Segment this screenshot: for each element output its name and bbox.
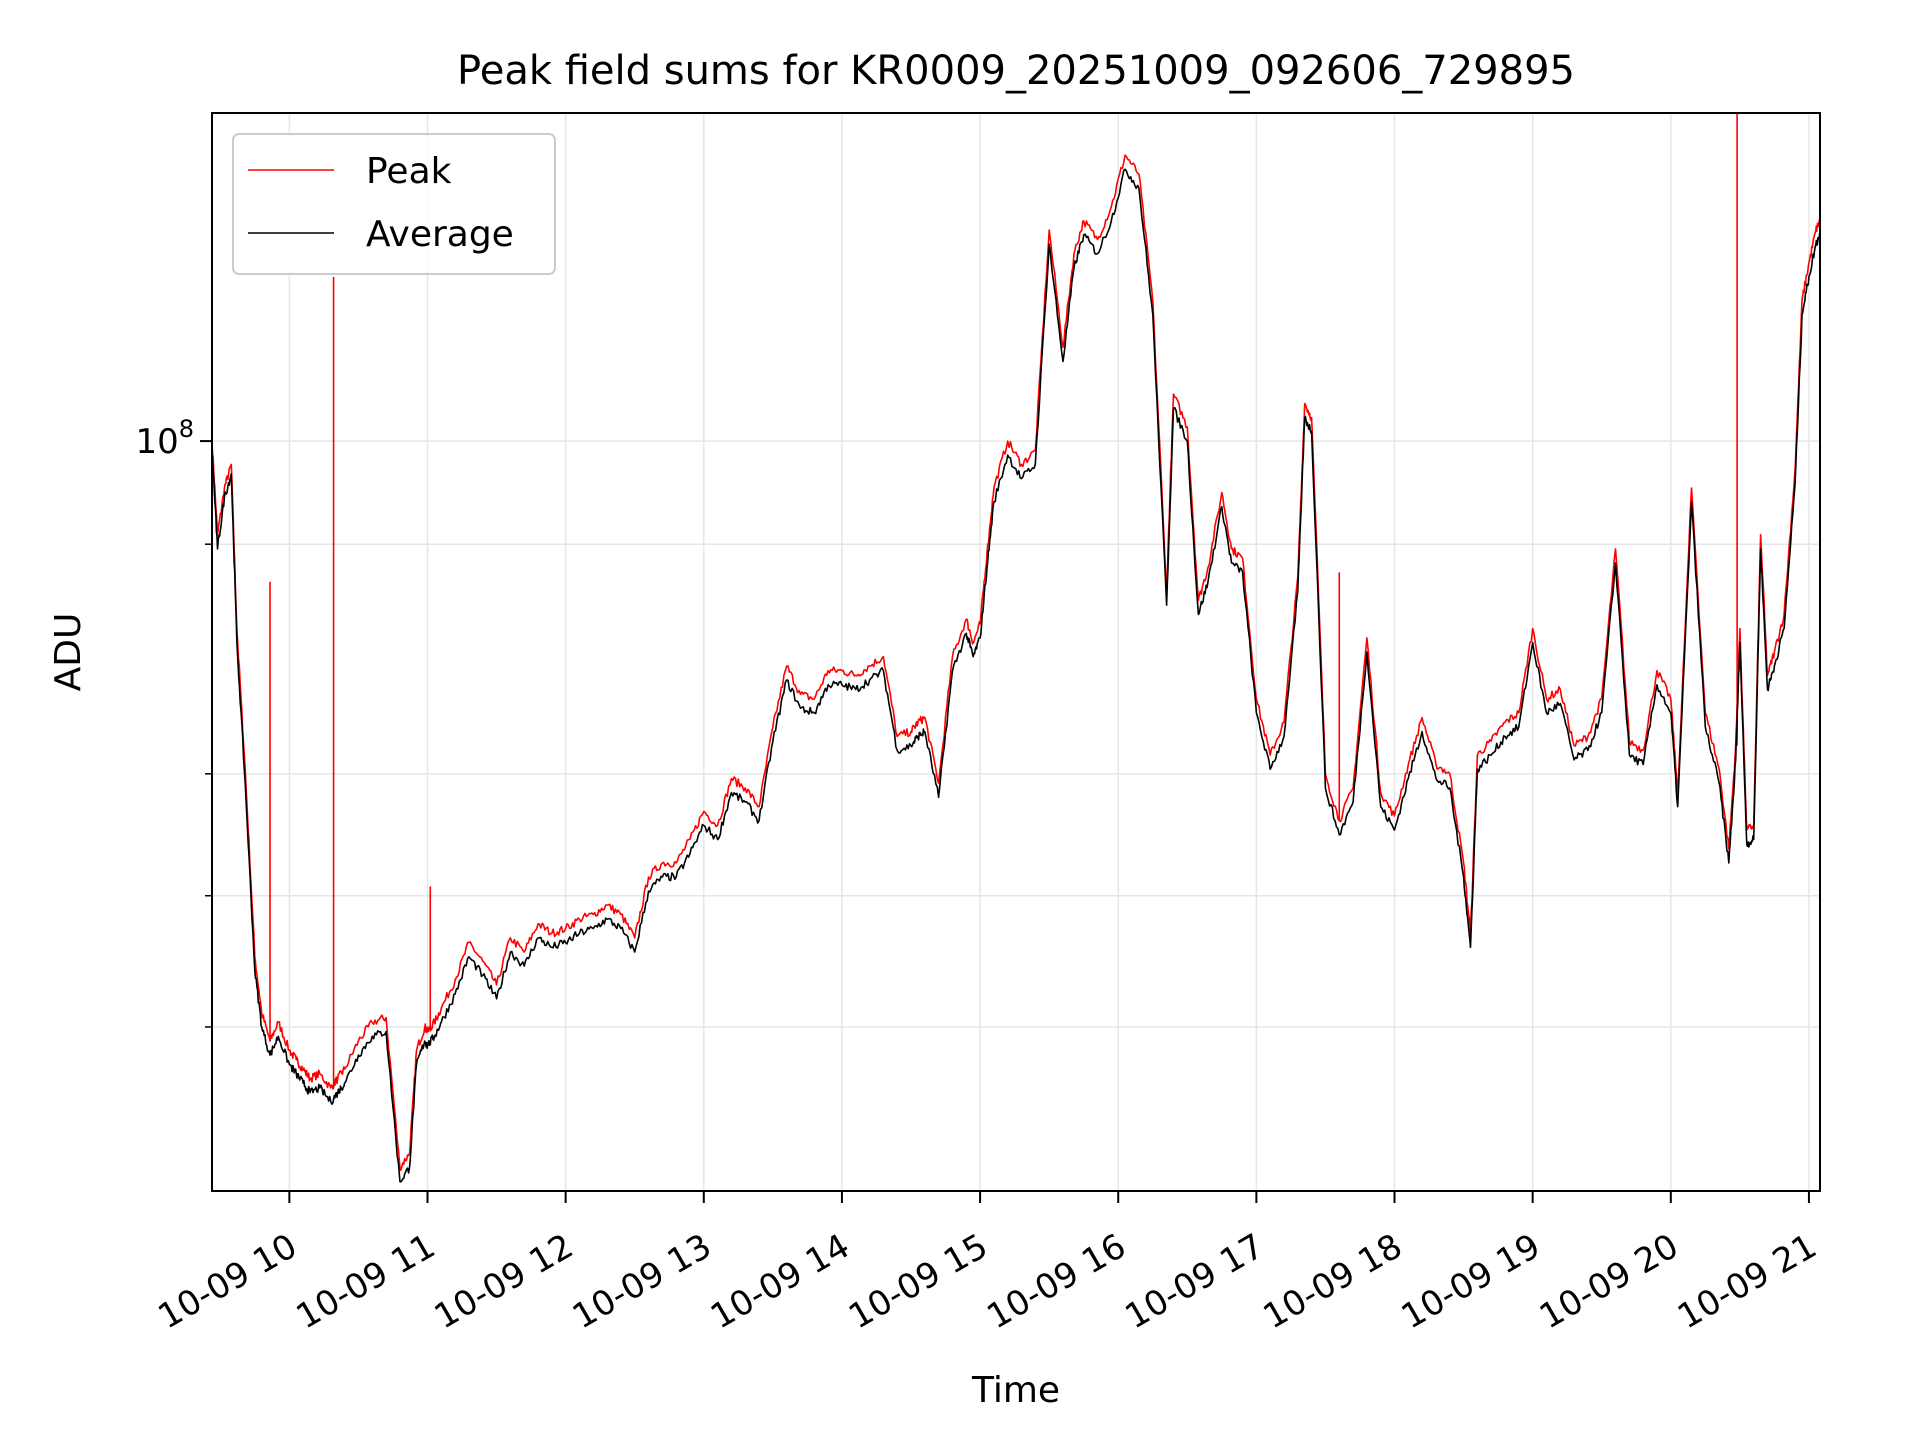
- legend-label-average: Average: [366, 214, 514, 255]
- series-line-peak: [212, 154, 1820, 1171]
- x-tick-label-0: 10-09 10: [151, 1226, 303, 1337]
- x-tick-label-1: 10-09 11: [290, 1226, 442, 1337]
- x-tick-label-8: 10-09 18: [1257, 1226, 1409, 1337]
- legend: Peak Average: [232, 133, 556, 275]
- y-axis-label: ADU: [48, 613, 89, 692]
- plot-area-frame: [211, 112, 1821, 1192]
- legend-box: [232, 133, 556, 275]
- series-line-average: [212, 168, 1820, 1183]
- x-tick-label-2: 10-09 12: [428, 1226, 580, 1337]
- x-tick-label-11: 10-09 21: [1671, 1226, 1823, 1337]
- x-tick-label-4: 10-09 14: [704, 1226, 856, 1337]
- x-tick-label-7: 10-09 17: [1118, 1226, 1270, 1337]
- grid-lines: [212, 113, 1820, 1191]
- y-tick-label: 108: [135, 415, 194, 462]
- x-tick-label-6: 10-09 16: [980, 1226, 1132, 1337]
- x-tick-label-10: 10-09 20: [1533, 1226, 1685, 1337]
- x-tick-label-3: 10-09 13: [566, 1226, 718, 1337]
- x-axis-label: Time: [971, 1370, 1060, 1411]
- legend-label-peak: Peak: [366, 151, 452, 192]
- series-layer: [212, 113, 1820, 1183]
- x-tick-label-9: 10-09 19: [1395, 1226, 1547, 1337]
- y-axis: 108: [135, 415, 212, 1028]
- chart-title: Peak field sums for KR0009_20251009_0926…: [457, 48, 1575, 94]
- x-tick-label-5: 10-09 15: [842, 1226, 994, 1337]
